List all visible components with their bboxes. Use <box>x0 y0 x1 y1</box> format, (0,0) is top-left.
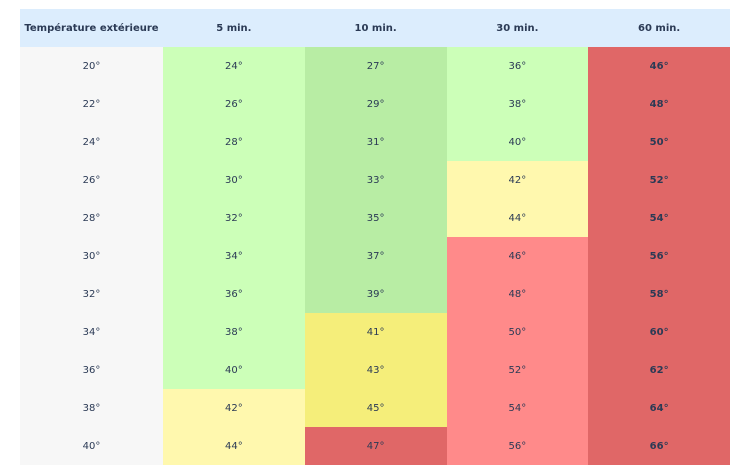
table-row: 32° 36° 39° 48° 58° <box>20 275 730 313</box>
header-cell: 10 min. <box>304 9 447 47</box>
table-cell: 46° <box>588 47 730 85</box>
table-cell: 52° <box>446 351 589 389</box>
table-cell: 48° <box>588 85 730 123</box>
table-cell: 40° <box>20 427 163 465</box>
table-cell: 40° <box>446 123 589 161</box>
table-cell: 42° <box>163 389 305 427</box>
table-row: 38° 42° 45° 54° 64° <box>20 389 730 427</box>
table-cell: 44° <box>163 427 305 465</box>
table-cell: 41° <box>304 313 447 351</box>
table-cell: 62° <box>588 351 730 389</box>
table-cell: 42° <box>446 161 589 199</box>
table-row: 34° 38° 41° 50° 60° <box>20 313 730 351</box>
table-cell: 39° <box>304 275 447 313</box>
table-row: 22° 26° 29° 38° 48° <box>20 85 730 123</box>
table-cell: 28° <box>163 123 305 161</box>
table-cell: 32° <box>20 275 163 313</box>
table-cell: 26° <box>163 85 305 123</box>
header-cell: 30 min. <box>446 9 589 47</box>
table-row: 24° 28° 31° 40° 50° <box>20 123 730 161</box>
table-cell: 36° <box>163 275 305 313</box>
table-cell: 20° <box>20 47 163 85</box>
table-cell: 24° <box>20 123 163 161</box>
table-cell: 29° <box>304 85 447 123</box>
table-cell: 24° <box>163 47 305 85</box>
table-cell: 33° <box>304 161 447 199</box>
table-cell: 36° <box>446 47 589 85</box>
table-cell: 45° <box>304 389 447 427</box>
table-row: 20° 24° 27° 36° 46° <box>20 47 730 85</box>
header-row: Température extérieure 5 min. 10 min. 30 mi… <box>20 9 730 47</box>
table-cell: 36° <box>20 351 163 389</box>
table-cell: 50° <box>446 313 589 351</box>
table-cell: 43° <box>304 351 447 389</box>
table-cell: 44° <box>446 199 589 237</box>
table-cell: 34° <box>163 237 305 275</box>
table-cell: 37° <box>304 237 447 275</box>
table-cell: 38° <box>446 85 589 123</box>
table-cell: 50° <box>588 123 730 161</box>
table-cell: 64° <box>588 389 730 427</box>
table-cell: 58° <box>588 275 730 313</box>
table-cell: 30° <box>20 237 163 275</box>
table-cell: 26° <box>20 161 163 199</box>
table-cell: 27° <box>304 47 447 85</box>
table-cell: 47° <box>304 427 447 465</box>
table-row: 36° 40° 43° 52° 62° <box>20 351 730 389</box>
table-cell: 35° <box>304 199 447 237</box>
temperature-table: Température extérieure 5 min. 10 min. 30 mi… <box>20 9 730 465</box>
table-cell: 60° <box>588 313 730 351</box>
table-body: 20° 24° 27° 36° 46° 22° 26° 29° 38° 48° 24° 28° 31° 4… <box>20 47 730 465</box>
table-cell: 48° <box>446 275 589 313</box>
header-cell: 5 min. <box>163 9 305 47</box>
table-row: 28° 32° 35° 44° 54° <box>20 199 730 237</box>
table-cell: 54° <box>446 389 589 427</box>
table-cell: 31° <box>304 123 447 161</box>
table-cell: 30° <box>163 161 305 199</box>
header-cell: 60 min. <box>588 9 730 47</box>
table-row: 26° 30° 33° 42° 52° <box>20 161 730 199</box>
table-cell: 38° <box>20 389 163 427</box>
table-header: Température extérieure 5 min. 10 min. 30 mi… <box>20 9 730 47</box>
table-cell: 52° <box>588 161 730 199</box>
table-cell: 40° <box>163 351 305 389</box>
table-cell: 28° <box>20 199 163 237</box>
table-cell: 32° <box>163 199 305 237</box>
table-row: 40° 44° 47° 56° 66° <box>20 427 730 465</box>
table-cell: 46° <box>446 237 589 275</box>
table-cell: 54° <box>588 199 730 237</box>
table-cell: 56° <box>588 237 730 275</box>
table-cell: 22° <box>20 85 163 123</box>
table-row: 30° 34° 37° 46° 56° <box>20 237 730 275</box>
table-cell: 38° <box>163 313 305 351</box>
table-cell: 56° <box>446 427 589 465</box>
header-cell: Température extérieure <box>20 9 163 47</box>
table-cell: 34° <box>20 313 163 351</box>
table-cell: 66° <box>588 427 730 465</box>
